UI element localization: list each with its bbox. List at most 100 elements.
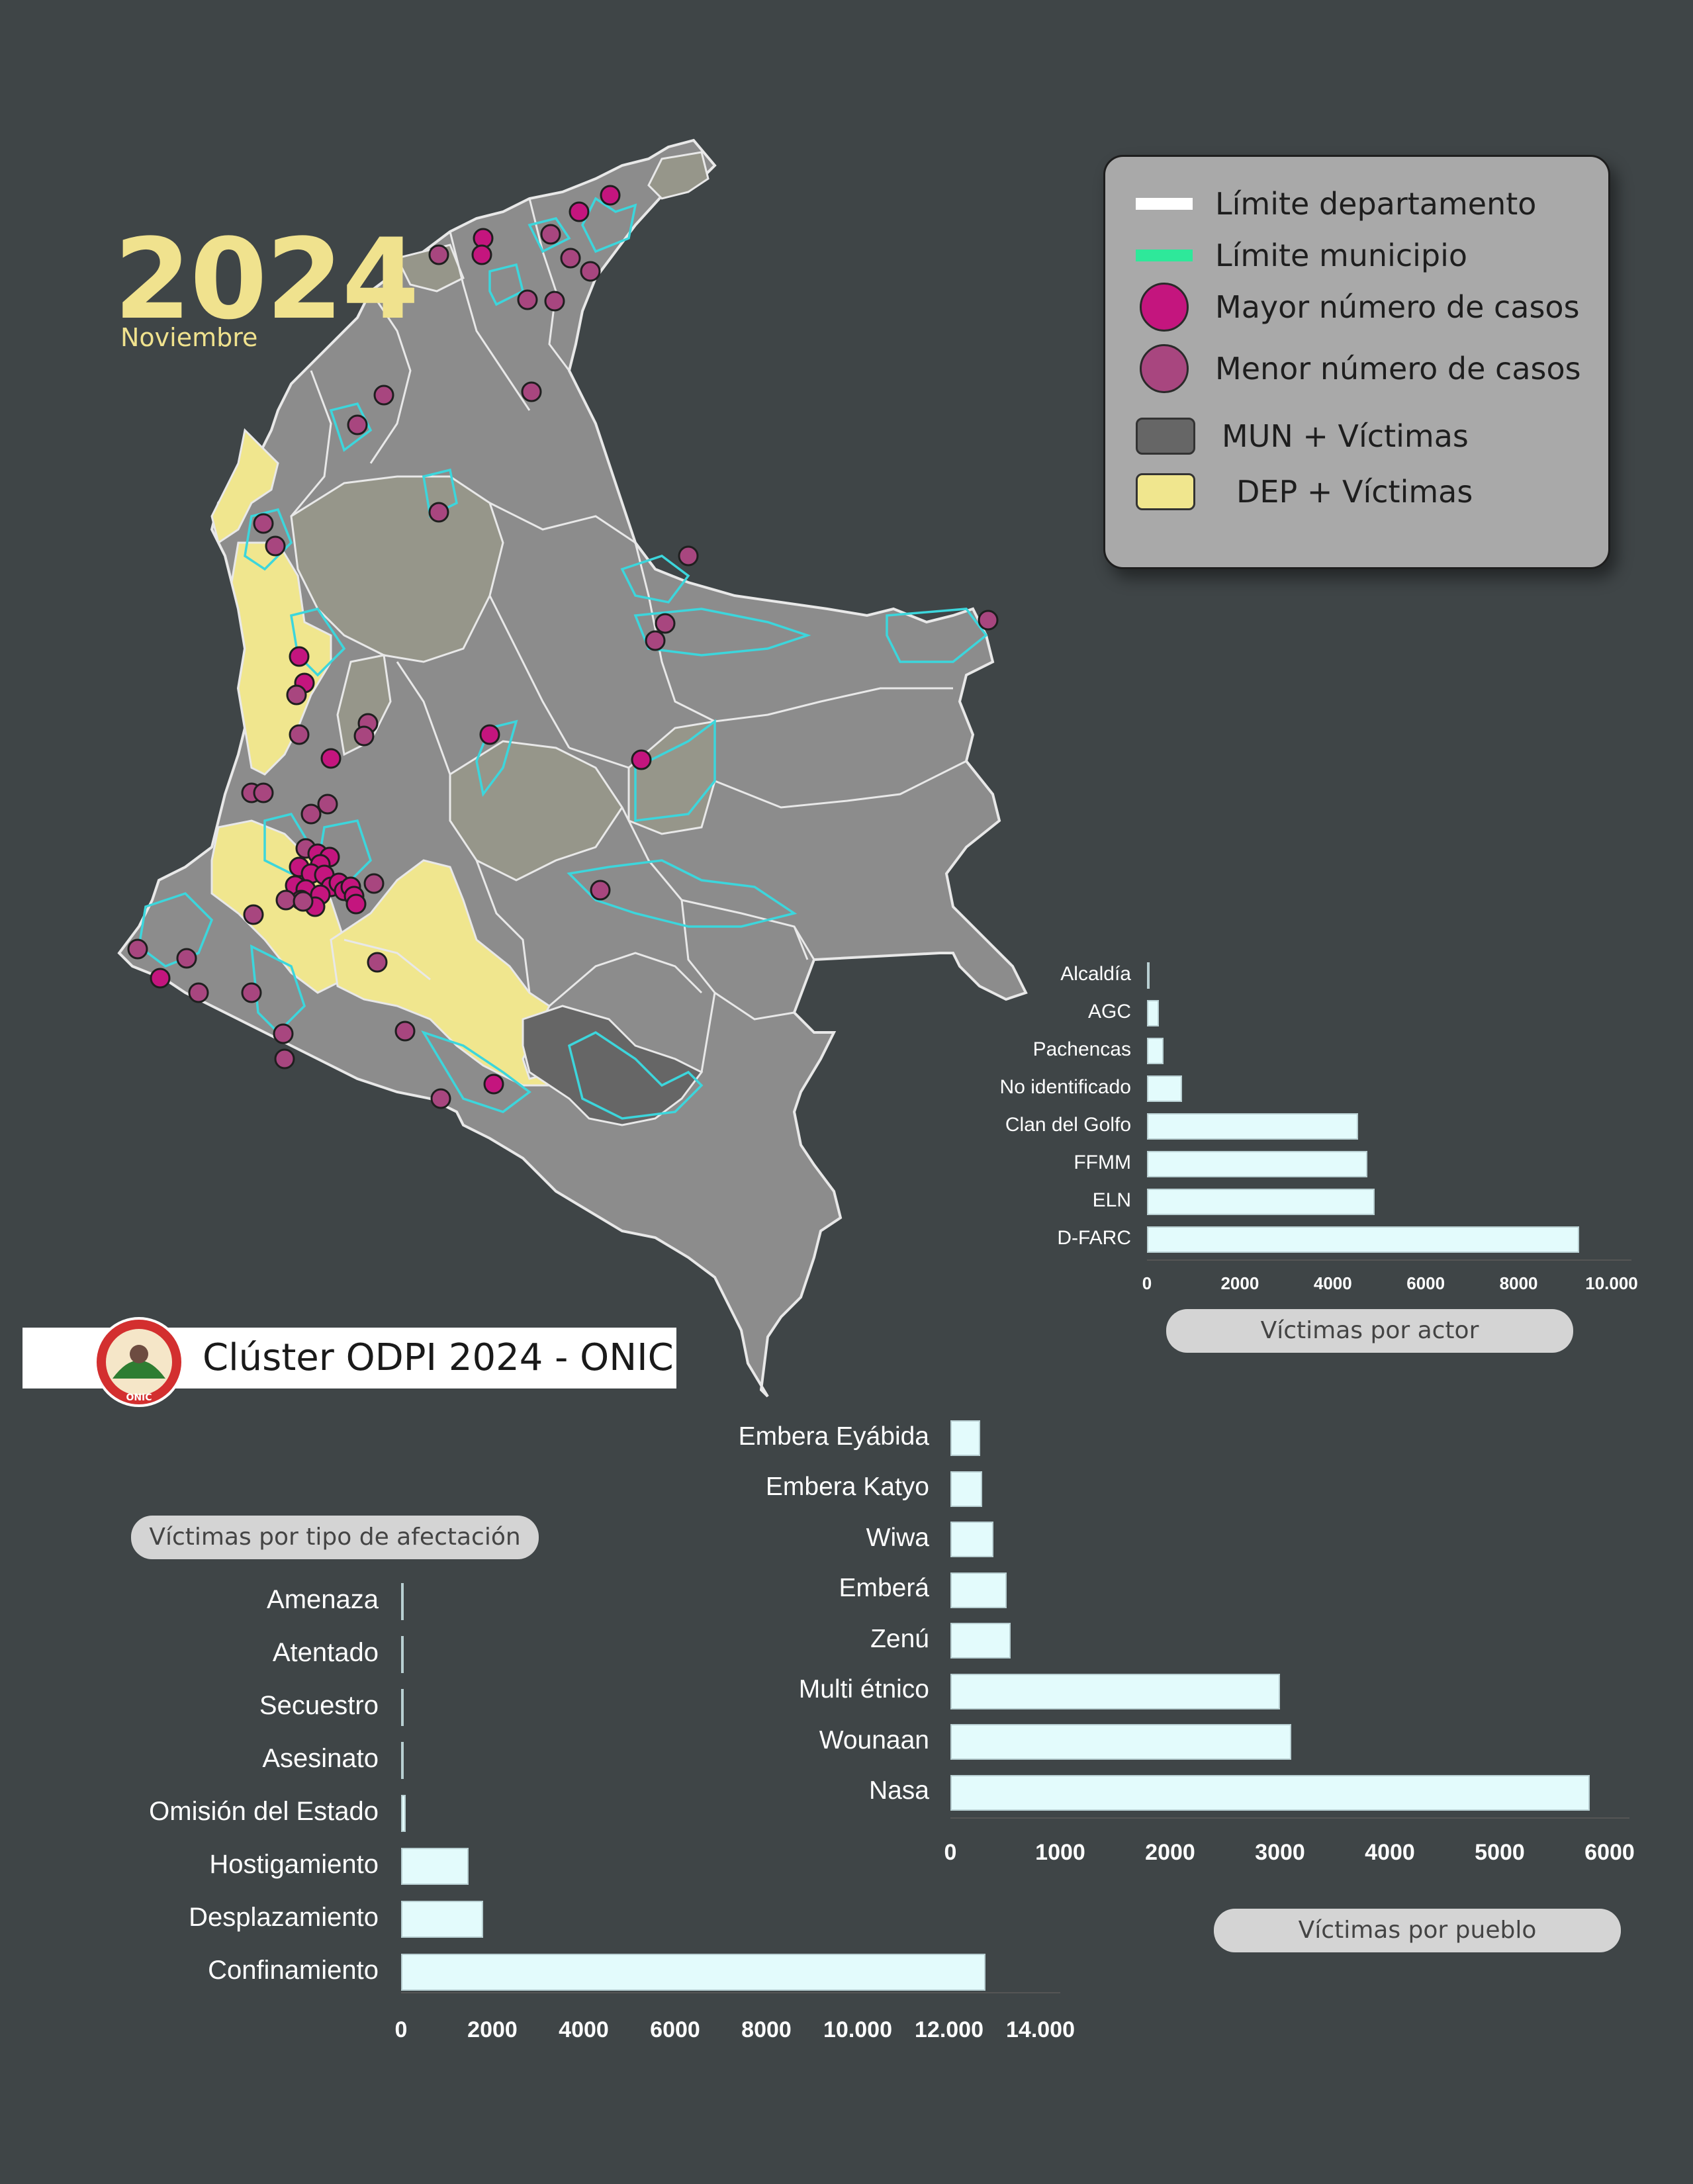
map-mun-region <box>449 740 623 882</box>
axis-tick-label: 12.000 <box>915 2017 984 2042</box>
bar <box>1147 1226 1579 1253</box>
bar-category-label: Amenaza <box>267 1585 379 1615</box>
bar <box>1147 1000 1159 1026</box>
mun-victims-swatch <box>1136 418 1195 455</box>
map-dep-highlight <box>210 428 279 545</box>
legend-item-major-cases: Mayor número de casos <box>1105 283 1580 332</box>
bar-category-label: Pachencas <box>1032 1038 1131 1061</box>
minor-case-point <box>273 1023 294 1044</box>
bar-category-label: Zenú <box>870 1624 929 1653</box>
minor-case-point <box>289 724 310 745</box>
department-line-swatch <box>1136 198 1193 210</box>
minor-case-point <box>241 982 262 1003</box>
bar-category-label: Nasa <box>868 1776 929 1805</box>
axis-tick-label: 2000 <box>1145 1840 1195 1865</box>
minor-case-point <box>347 414 368 435</box>
axis-tick-label: 10.000 <box>1585 1273 1638 1293</box>
minor-case-point <box>253 782 274 803</box>
bar-category-label: ELN <box>1092 1189 1131 1212</box>
map-mun-dark <box>522 1005 704 1126</box>
bar <box>950 1522 993 1557</box>
map-mun-region <box>647 151 709 200</box>
bar <box>950 1673 1280 1709</box>
minor-case-point <box>286 684 307 705</box>
major-case-point <box>320 748 342 769</box>
onic-logo-icon: ONIC <box>94 1317 184 1407</box>
bar-category-label: Atentado <box>272 1638 379 1668</box>
bar-category-label: Clan del Golfo <box>1005 1114 1131 1136</box>
bar-category-label: Wounaan <box>819 1725 929 1754</box>
map-legend: Límite departamento Límite municipio May… <box>1103 155 1610 569</box>
map-dep-highlight <box>230 541 332 776</box>
bar-category-label: Desplazamiento <box>189 1903 379 1933</box>
minor-case-point <box>253 513 274 534</box>
legend-item-dep-victims: DEP + Víctimas <box>1105 473 1473 510</box>
major-case-point <box>471 244 492 265</box>
axis-tick-label: 4000 <box>1365 1840 1415 1865</box>
map-case-points <box>127 185 999 1109</box>
legend-label: Límite municipio <box>1215 238 1468 273</box>
minor-case-point <box>275 889 297 911</box>
minor-case-point <box>265 535 286 557</box>
minor-case-point <box>655 613 676 634</box>
major-case-point <box>289 646 310 667</box>
bar-category-label: Hostigamiento <box>209 1850 379 1880</box>
minor-case-point <box>367 952 388 973</box>
bar <box>1147 1038 1164 1064</box>
bar <box>950 1572 1007 1608</box>
minor-cases-dot-icon <box>1140 344 1189 393</box>
chart-axis-line <box>1147 1259 1631 1261</box>
minor-case-point <box>127 938 148 960</box>
dep-victims-swatch <box>1136 473 1195 510</box>
legend-label: Menor número de casos <box>1215 351 1581 387</box>
minor-case-point <box>978 610 999 631</box>
bar-category-label: FFMM <box>1074 1152 1131 1174</box>
minor-case-point <box>300 803 322 825</box>
bar-category-label: Multi étnico <box>798 1675 929 1704</box>
bar <box>401 1848 469 1885</box>
major-case-point <box>345 893 367 915</box>
colombia-map <box>117 138 1028 1398</box>
legend-item-mun-victims: MUN + Víctimas <box>1105 418 1469 455</box>
bar-category-label: Asesinato <box>262 1744 379 1774</box>
bar <box>1147 1189 1375 1215</box>
bar <box>950 1623 1011 1659</box>
bar-category-label: AGC <box>1087 1001 1131 1023</box>
minor-case-point <box>363 873 385 894</box>
legend-item-municipio-line: Límite municipio <box>1105 238 1467 273</box>
bar <box>950 1420 980 1456</box>
minor-case-point <box>373 385 394 406</box>
bar <box>401 1795 406 1832</box>
minor-case-point <box>428 502 449 523</box>
map-mun-region <box>290 475 504 663</box>
bar-category-label: Alcaldía <box>1060 963 1131 985</box>
legend-label: Mayor número de casos <box>1215 289 1580 325</box>
minor-case-point <box>521 381 542 402</box>
chart-axis-line <box>401 1992 1060 1993</box>
bar <box>1147 1151 1368 1177</box>
axis-tick-label: 1000 <box>1035 1840 1085 1865</box>
bar-category-label: Confinamiento <box>208 1956 379 1985</box>
axis-tick-label: 8000 <box>741 2017 792 2042</box>
chart-caption-actor: Víctimas por actor <box>1166 1309 1573 1353</box>
major-cases-dot-icon <box>1140 283 1189 332</box>
axis-tick-label: 2000 <box>1220 1273 1259 1293</box>
axis-tick-label: 10.000 <box>823 2017 892 2042</box>
legend-label: MUN + Víctimas <box>1222 418 1469 454</box>
cluster-title: Clúster ODPI 2024 - ONIC <box>203 1336 674 1379</box>
minor-case-point <box>430 1088 451 1109</box>
axis-tick-label: 3000 <box>1255 1840 1305 1865</box>
legend-label: DEP + Víctimas <box>1236 474 1473 510</box>
minor-case-point <box>176 948 197 969</box>
chart-axis-line <box>950 1817 1629 1819</box>
minor-case-point <box>317 794 338 815</box>
bar <box>1147 1075 1182 1102</box>
minor-case-point <box>560 248 581 269</box>
axis-tick-label: 14.000 <box>1006 2017 1075 2042</box>
bar <box>401 1742 404 1779</box>
bar <box>1147 1113 1359 1140</box>
axis-tick-label: 0 <box>944 1840 957 1865</box>
legend-item-department-line: Límite departamento <box>1105 186 1536 222</box>
axis-tick-label: 0 <box>394 2017 408 2042</box>
map-mun-region <box>627 720 716 835</box>
